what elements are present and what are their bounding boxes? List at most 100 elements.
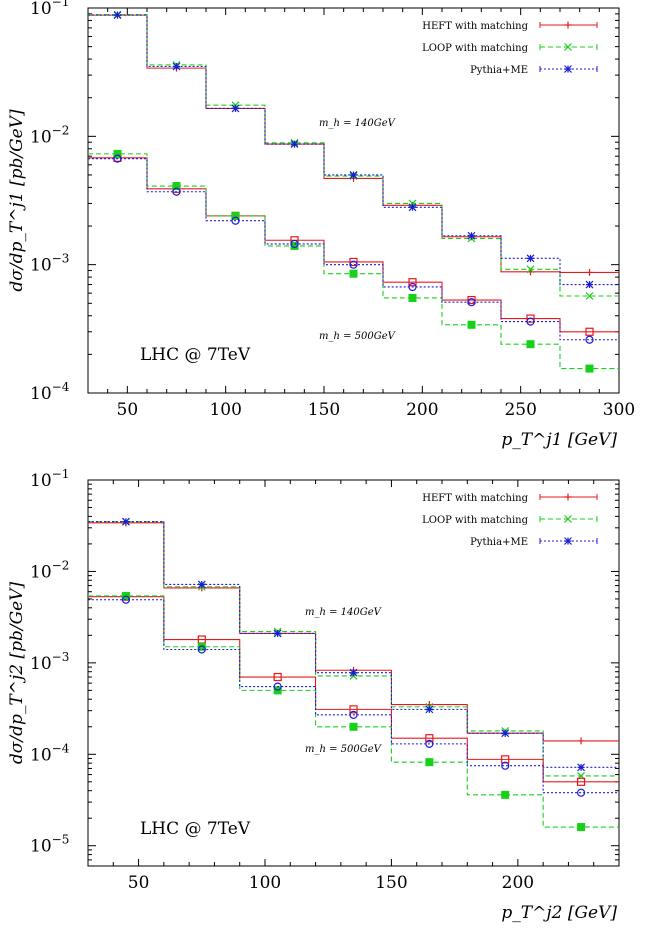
series-line-pythia-me-mh140 [88, 14, 619, 286]
legend-marker [564, 21, 572, 29]
data-point-pythia-me-mh500 [290, 239, 299, 249]
legend-label: Pythia+ME [470, 537, 528, 548]
y-tick-label: 10−4 [30, 741, 70, 765]
x-tick-label: 100 [209, 400, 241, 420]
data-point-heft-with-matching-mh500 [425, 734, 434, 743]
x-tick-label: 50 [117, 400, 139, 420]
data-point-pythia-me-mh140 [273, 629, 282, 638]
data-point-pythia-me-mh500 [273, 682, 282, 691]
data-point-pythia-me-mh140 [172, 62, 181, 71]
data-point-pythia-me-mh500 [121, 595, 131, 604]
x-axis-label: p_T^j1 [GeV] [501, 430, 617, 450]
data-point-heft-with-matching-mh140 [586, 268, 593, 276]
x-tick-label: 200 [502, 873, 534, 893]
x-axis-label: p_T^j2 [GeV] [501, 903, 617, 923]
data-point-pythia-me-mh500 [197, 645, 206, 654]
annotation-mh140: m_h = 140GeV [319, 118, 397, 129]
data-point-pythia-me-mh500 [349, 710, 358, 719]
lhc-label: LHC @ 7TeV [140, 819, 251, 839]
data-point-heft-with-matching-mh140 [577, 737, 585, 745]
legend-marker [564, 43, 572, 51]
data-point-pythia-me-mh500 [231, 216, 240, 225]
data-point-loop-with-matching-mh500 [172, 182, 181, 191]
plot-frame [87, 479, 620, 867]
series-line-loop-with-matching-mh140 [88, 521, 619, 777]
legend-label: LOOP with matching [422, 515, 528, 526]
data-point-pythia-me-mh500 [172, 187, 181, 196]
data-point-pythia-me-mh140 [231, 104, 240, 113]
data-point-loop-with-matching-mh500 [408, 293, 417, 302]
data-point-loop-with-matching-mh500 [577, 823, 586, 832]
y-tick-label: 10−1 [30, 467, 69, 491]
y-tick-label: 10−3 [30, 252, 69, 276]
chart-panel-top: 50 100 150 200 250 300 10−4 10−3 10−2 10−1 m_h = 1… [7, 0, 635, 450]
data-point-heft-with-matching-mh500 [585, 327, 594, 336]
x-tick-label: 250 [504, 400, 536, 420]
data-point-pythia-me-mh140 [349, 171, 358, 179]
data-point-loop-with-matching-mh500 [501, 790, 510, 799]
series-line-pythia-me-mh500 [88, 158, 619, 341]
series-line-heft-with-matching-mh500 [88, 157, 619, 333]
data-point-pythia-me-mh500 [576, 788, 586, 797]
x-tick-label: 50 [128, 873, 150, 893]
data-point-pythia-me-mh500 [408, 282, 417, 292]
y-tick-label: 10−5 [30, 833, 69, 857]
x-tick-label: 300 [603, 400, 635, 420]
plot-area [88, 517, 619, 832]
data-point-pythia-me-mh500 [501, 761, 510, 770]
data-point-pythia-me-mh140 [467, 231, 476, 240]
data-point-loop-with-matching-mh500 [585, 364, 594, 373]
data-point-loop-with-matching-mh140 [585, 292, 594, 300]
series-line-loop-with-matching-mh140 [88, 13, 619, 297]
x-tick-label: 150 [375, 873, 407, 893]
data-point-pythia-me-mh500 [585, 335, 594, 344]
legend-label: LOOP with matching [422, 43, 528, 54]
data-point-heft-with-matching-mh500 [576, 777, 586, 786]
y-tick-label: 10−1 [30, 0, 69, 19]
data-point-loop-with-matching-mh500 [231, 211, 240, 220]
data-point-pythia-me-mh140 [577, 763, 585, 772]
x-tick-label: 200 [406, 400, 438, 420]
legend-label: HEFT with matching [422, 493, 528, 504]
x-tick-label: 150 [308, 400, 340, 420]
data-point-heft-with-matching-mh500 [501, 755, 510, 764]
data-point-pythia-me-mh500 [526, 317, 535, 326]
legend-label: HEFT with matching [422, 21, 528, 32]
legend-marker [564, 493, 572, 501]
data-point-pythia-me-mh140 [408, 203, 417, 212]
data-point-loop-with-matching-mh500 [197, 642, 206, 651]
data-point-loop-with-matching-mh500 [349, 722, 358, 731]
series-line-heft-with-matching-mh140 [88, 522, 619, 742]
y-axis-label: dσ/dp_T^j2 [pb/GeV] [7, 582, 27, 765]
data-point-pythia-me-mh140 [122, 517, 130, 526]
data-point-loop-with-matching-mh500 [349, 269, 358, 278]
data-point-heft-with-matching-mh500 [349, 257, 358, 267]
data-point-pythia-me-mh140 [197, 580, 206, 589]
data-point-heft-with-matching-mh500 [408, 278, 417, 287]
legend-marker [564, 65, 572, 73]
data-point-loop-with-matching-mh500 [467, 320, 476, 329]
lhc-label: LHC @ 7TeV [140, 345, 251, 365]
data-point-pythia-me-mh500 [113, 154, 122, 163]
series-line-pythia-me-mh500 [88, 599, 619, 794]
y-tick-label: 10−4 [30, 380, 70, 404]
data-point-pythia-me-mh140 [501, 729, 510, 738]
data-point-heft-with-matching-mh500 [273, 672, 282, 682]
data-point-pythia-me-mh500 [349, 260, 358, 269]
data-point-pythia-me-mh140 [425, 705, 434, 714]
data-point-pythia-me-mh140 [113, 11, 122, 20]
annotation-mh140: m_h = 140GeV [305, 607, 383, 618]
annotation-mh500: m_h = 500GeV [319, 331, 397, 342]
data-point-loop-with-matching-mh140 [526, 265, 535, 274]
y-tick-label: 10−2 [30, 558, 69, 582]
data-point-pythia-me-mh140 [349, 668, 358, 677]
data-point-pythia-me-mh500 [425, 739, 434, 748]
data-point-pythia-me-mh140 [290, 140, 299, 149]
data-point-heft-with-matching-mh500 [467, 295, 476, 305]
data-point-pythia-me-mh500 [467, 298, 476, 307]
legend-label: Pythia+ME [470, 65, 528, 76]
data-point-heft-with-matching-mh500 [349, 705, 358, 714]
y-axis-label: dσ/dp_T^j1 [pb/GeV] [7, 109, 27, 292]
plot-area [88, 10, 619, 373]
